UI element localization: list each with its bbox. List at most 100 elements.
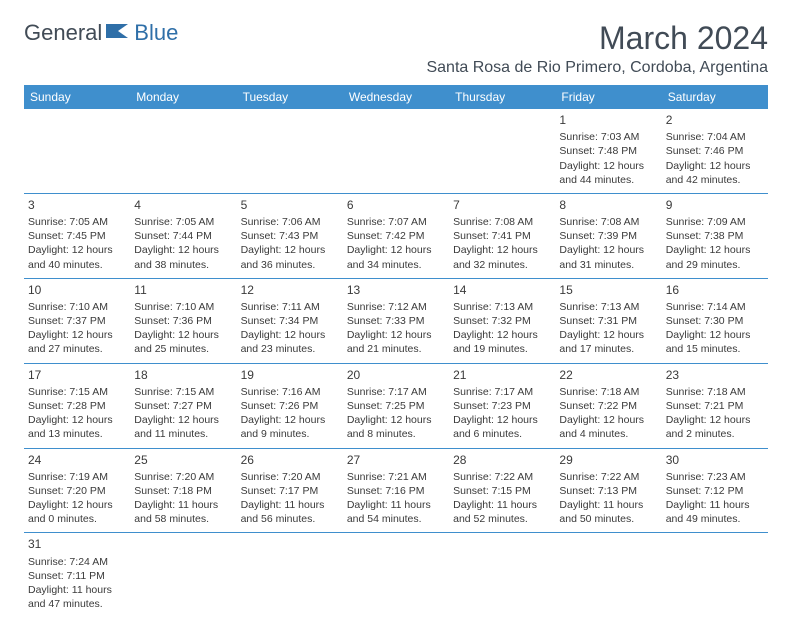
sunset-text: Sunset: 7:13 PM — [559, 484, 657, 498]
calendar-day-cell: 20Sunrise: 7:17 AMSunset: 7:25 PMDayligh… — [343, 363, 449, 448]
day-number: 3 — [28, 197, 126, 213]
sunrise-text: Sunrise: 7:23 AM — [666, 470, 764, 484]
weekday-header-row: Sunday Monday Tuesday Wednesday Thursday… — [24, 85, 768, 109]
daylight-text: Daylight: 12 hours — [28, 498, 126, 512]
daylight-text: Daylight: 12 hours — [666, 159, 764, 173]
calendar-empty-cell — [449, 533, 555, 617]
calendar-day-cell: 21Sunrise: 7:17 AMSunset: 7:23 PMDayligh… — [449, 363, 555, 448]
calendar-day-cell: 13Sunrise: 7:12 AMSunset: 7:33 PMDayligh… — [343, 278, 449, 363]
sunset-text: Sunset: 7:21 PM — [666, 399, 764, 413]
daylight-min-text: and 49 minutes. — [666, 512, 764, 526]
day-number: 23 — [666, 367, 764, 383]
daylight-text: Daylight: 12 hours — [559, 328, 657, 342]
calendar-row: 1Sunrise: 7:03 AMSunset: 7:48 PMDaylight… — [24, 109, 768, 193]
daylight-text: Daylight: 12 hours — [559, 159, 657, 173]
calendar-day-cell: 15Sunrise: 7:13 AMSunset: 7:31 PMDayligh… — [555, 278, 661, 363]
day-number: 11 — [134, 282, 232, 298]
sunrise-text: Sunrise: 7:19 AM — [28, 470, 126, 484]
daylight-text: Daylight: 12 hours — [453, 413, 551, 427]
daylight-min-text: and 32 minutes. — [453, 258, 551, 272]
daylight-min-text: and 44 minutes. — [559, 173, 657, 187]
calendar-row: 3Sunrise: 7:05 AMSunset: 7:45 PMDaylight… — [24, 193, 768, 278]
day-number: 5 — [241, 197, 339, 213]
daylight-min-text: and 21 minutes. — [347, 342, 445, 356]
calendar-row: 31Sunrise: 7:24 AMSunset: 7:11 PMDayligh… — [24, 533, 768, 617]
calendar-day-cell: 31Sunrise: 7:24 AMSunset: 7:11 PMDayligh… — [24, 533, 130, 617]
daylight-text: Daylight: 12 hours — [347, 243, 445, 257]
day-number: 6 — [347, 197, 445, 213]
calendar-day-cell: 10Sunrise: 7:10 AMSunset: 7:37 PMDayligh… — [24, 278, 130, 363]
daylight-min-text: and 2 minutes. — [666, 427, 764, 441]
sunrise-text: Sunrise: 7:05 AM — [28, 215, 126, 229]
daylight-min-text: and 13 minutes. — [28, 427, 126, 441]
sunset-text: Sunset: 7:46 PM — [666, 144, 764, 158]
sunset-text: Sunset: 7:22 PM — [559, 399, 657, 413]
day-number: 22 — [559, 367, 657, 383]
daylight-min-text: and 54 minutes. — [347, 512, 445, 526]
sunset-text: Sunset: 7:27 PM — [134, 399, 232, 413]
calendar-day-cell: 26Sunrise: 7:20 AMSunset: 7:17 PMDayligh… — [237, 448, 343, 533]
day-number: 20 — [347, 367, 445, 383]
sunrise-text: Sunrise: 7:22 AM — [559, 470, 657, 484]
daylight-text: Daylight: 12 hours — [28, 243, 126, 257]
sunrise-text: Sunrise: 7:04 AM — [666, 130, 764, 144]
calendar-day-cell: 9Sunrise: 7:09 AMSunset: 7:38 PMDaylight… — [662, 193, 768, 278]
day-number: 13 — [347, 282, 445, 298]
weekday-header: Sunday — [24, 85, 130, 109]
sunset-text: Sunset: 7:23 PM — [453, 399, 551, 413]
calendar-day-cell: 18Sunrise: 7:15 AMSunset: 7:27 PMDayligh… — [130, 363, 236, 448]
sunset-text: Sunset: 7:36 PM — [134, 314, 232, 328]
sunset-text: Sunset: 7:34 PM — [241, 314, 339, 328]
daylight-min-text: and 11 minutes. — [134, 427, 232, 441]
daylight-min-text: and 50 minutes. — [559, 512, 657, 526]
sunset-text: Sunset: 7:12 PM — [666, 484, 764, 498]
daylight-text: Daylight: 12 hours — [241, 413, 339, 427]
calendar-empty-cell — [130, 533, 236, 617]
sunrise-text: Sunrise: 7:22 AM — [453, 470, 551, 484]
daylight-text: Daylight: 11 hours — [134, 498, 232, 512]
sunrise-text: Sunrise: 7:13 AM — [453, 300, 551, 314]
calendar-day-cell: 25Sunrise: 7:20 AMSunset: 7:18 PMDayligh… — [130, 448, 236, 533]
sunrise-text: Sunrise: 7:03 AM — [559, 130, 657, 144]
calendar-day-cell: 22Sunrise: 7:18 AMSunset: 7:22 PMDayligh… — [555, 363, 661, 448]
calendar-day-cell: 27Sunrise: 7:21 AMSunset: 7:16 PMDayligh… — [343, 448, 449, 533]
daylight-text: Daylight: 12 hours — [666, 328, 764, 342]
day-number: 9 — [666, 197, 764, 213]
daylight-text: Daylight: 12 hours — [241, 243, 339, 257]
logo: General Blue — [24, 20, 178, 46]
calendar-day-cell: 19Sunrise: 7:16 AMSunset: 7:26 PMDayligh… — [237, 363, 343, 448]
daylight-min-text: and 23 minutes. — [241, 342, 339, 356]
daylight-text: Daylight: 12 hours — [666, 243, 764, 257]
sunset-text: Sunset: 7:28 PM — [28, 399, 126, 413]
daylight-min-text: and 25 minutes. — [134, 342, 232, 356]
daylight-min-text: and 42 minutes. — [666, 173, 764, 187]
sunrise-text: Sunrise: 7:12 AM — [347, 300, 445, 314]
daylight-min-text: and 29 minutes. — [666, 258, 764, 272]
calendar-empty-cell — [662, 533, 768, 617]
sunset-text: Sunset: 7:25 PM — [347, 399, 445, 413]
daylight-text: Daylight: 12 hours — [28, 413, 126, 427]
sunset-text: Sunset: 7:43 PM — [241, 229, 339, 243]
calendar-empty-cell — [130, 109, 236, 193]
sunset-text: Sunset: 7:11 PM — [28, 569, 126, 583]
daylight-text: Daylight: 11 hours — [241, 498, 339, 512]
calendar-row: 17Sunrise: 7:15 AMSunset: 7:28 PMDayligh… — [24, 363, 768, 448]
sunset-text: Sunset: 7:30 PM — [666, 314, 764, 328]
daylight-text: Daylight: 11 hours — [347, 498, 445, 512]
day-number: 1 — [559, 112, 657, 128]
day-number: 7 — [453, 197, 551, 213]
sunrise-text: Sunrise: 7:14 AM — [666, 300, 764, 314]
daylight-min-text: and 40 minutes. — [28, 258, 126, 272]
daylight-min-text: and 6 minutes. — [453, 427, 551, 441]
sunset-text: Sunset: 7:45 PM — [28, 229, 126, 243]
day-number: 31 — [28, 536, 126, 552]
calendar-empty-cell — [449, 109, 555, 193]
calendar-empty-cell — [343, 533, 449, 617]
calendar-row: 24Sunrise: 7:19 AMSunset: 7:20 PMDayligh… — [24, 448, 768, 533]
day-number: 17 — [28, 367, 126, 383]
weekday-header: Monday — [130, 85, 236, 109]
daylight-text: Daylight: 12 hours — [241, 328, 339, 342]
daylight-text: Daylight: 11 hours — [453, 498, 551, 512]
sunrise-text: Sunrise: 7:13 AM — [559, 300, 657, 314]
sunset-text: Sunset: 7:32 PM — [453, 314, 551, 328]
